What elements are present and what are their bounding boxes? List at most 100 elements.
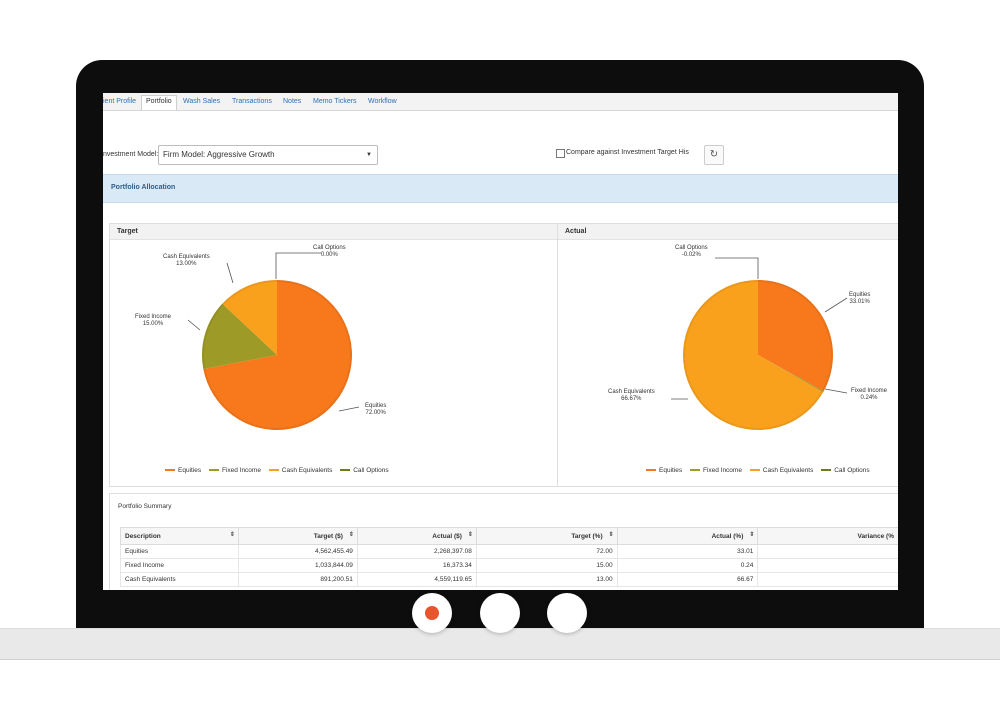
label-name: Cash Equivalents (163, 254, 210, 260)
legend-item[interactable]: Equities (646, 467, 682, 474)
label-name: Equities (365, 403, 387, 409)
actual-panel-header: Actual (558, 224, 898, 240)
target-label-fixed-income: Fixed Income 15.00% (135, 314, 171, 328)
label-value: 0.00% (320, 252, 338, 258)
target-label-call-options: Call Options 0.00% (313, 245, 346, 259)
tab-wash-sales[interactable]: Wash Sales (183, 98, 221, 105)
carousel-dot-3[interactable] (547, 593, 587, 633)
header-label: Variance (% (857, 532, 895, 540)
label-value: 15.00% (142, 321, 164, 327)
table-cell: 891,200.51 (237, 572, 358, 587)
legend-swatch (208, 469, 219, 472)
table-cell (757, 558, 898, 573)
table-row[interactable]: Equities 4,562,455.49 2,268,397.08 72.00… (120, 544, 898, 559)
label-name: Cash Equivalents (608, 389, 655, 395)
legend-item[interactable]: Fixed Income (208, 467, 261, 474)
sort-icon[interactable]: ⇕ (229, 532, 235, 538)
table-cell: 15.00 (475, 558, 618, 573)
target-label-equities: Equities 72.00% (365, 403, 386, 417)
table-row[interactable]: Fixed Income 1,033,844.09 16,373.34 15.0… (120, 558, 898, 573)
chevron-down-icon: ▼ (366, 152, 372, 158)
label-name: Call Options (675, 245, 708, 251)
portfolio-summary: Portfolio Summary Description ⇕ Target ($… (109, 493, 898, 590)
investment-model-label: nvestment Model: (103, 151, 159, 158)
table-cell: 72.00 (475, 544, 618, 559)
table-cell: 1,033,844.09 (237, 558, 358, 573)
sort-icon[interactable]: ⇕ (348, 532, 354, 538)
actual-label-fixed-income: Fixed Income 0.24% (851, 388, 887, 402)
table-cell: Cash Equivalents (120, 572, 239, 587)
legend-item[interactable]: Cash Equivalents (749, 467, 813, 474)
label-name: Equities (849, 292, 871, 298)
legend-label: Cash Equivalents (281, 467, 333, 474)
table-cell: 0.24 (616, 558, 759, 573)
header-label: Actual (%) (711, 532, 744, 540)
tab-memo-tickers[interactable]: Memo Tickers (313, 98, 357, 105)
summary-table: Description ⇕ Target ($) ⇕ Actual ($) ⇕ Tar… (120, 527, 898, 587)
summary-title: Portfolio Summary (118, 503, 172, 510)
legend-item[interactable]: Call Options (821, 467, 870, 474)
legend-label: Call Options (353, 467, 389, 474)
legend-item[interactable]: Fixed Income (689, 467, 742, 474)
actual-panel: Actual (557, 223, 898, 487)
table-row[interactable]: Cash Equivalents 891,200.51 4,559,119.65… (120, 572, 898, 587)
sort-icon[interactable]: ⇕ (608, 532, 614, 538)
sort-icon[interactable]: ⇕ (749, 532, 755, 538)
label-value: 66.67% (621, 396, 642, 402)
label-value: 72.00% (365, 410, 386, 416)
tab-workflow[interactable]: Workflow (368, 98, 397, 105)
section-title: Portfolio Allocation (111, 184, 176, 191)
label-name: Fixed Income (851, 388, 888, 394)
label-value: 0.24% (860, 395, 878, 401)
portfolio-allocation-header[interactable]: Portfolio Allocation (103, 174, 898, 203)
legend-item[interactable]: Equities (165, 467, 201, 474)
active-dot-indicator (425, 606, 439, 620)
investment-model-select[interactable]: Firm Model: Aggressive Growth ▼ (158, 145, 378, 165)
header-label: Description (125, 532, 161, 540)
tab-transactions[interactable]: Transactions (232, 98, 272, 105)
legend-label: Equities (178, 467, 202, 474)
actual-label-cash-equivalents: Cash Equivalents 66.67% (608, 389, 655, 403)
header-label: Target ($) (313, 532, 343, 540)
legend-label: Call Options (834, 467, 870, 474)
carousel-dot-1[interactable] (412, 593, 452, 633)
carousel-dot-2[interactable] (480, 593, 520, 633)
table-cell: 4,559,119.65 (356, 572, 477, 587)
refresh-icon: ↻ (709, 149, 719, 160)
table-cell: Equities (120, 544, 239, 559)
actual-legend: Equities Fixed Income Cash Equivalents C… (646, 467, 876, 474)
column-header[interactable]: Variance (% (757, 527, 898, 545)
column-header[interactable]: Actual ($) ⇕ (356, 527, 477, 545)
table-cell: 16,373.34 (356, 558, 477, 573)
compare-label: Compare against Investment Target His (566, 149, 689, 156)
tab-portfolio[interactable]: Portfolio (141, 95, 177, 110)
header-label: Target (%) (571, 532, 603, 540)
table-cell: 4,562,455.49 (237, 544, 358, 559)
actual-label-call-options: Call Options -0.02% (675, 245, 708, 259)
legend-label: Fixed Income (221, 467, 261, 474)
label-value: -0.02% (681, 252, 701, 258)
header-label: Actual ($) (432, 532, 462, 540)
tab-notes[interactable]: Notes (283, 98, 302, 105)
legend-swatch (821, 469, 832, 472)
tab-client-profile[interactable]: ient Profile (103, 98, 137, 105)
legend-item[interactable]: Call Options (340, 467, 389, 474)
compare-checkbox[interactable] (556, 149, 565, 158)
legend-item[interactable]: Cash Equivalents (268, 467, 333, 474)
target-legend: Equities Fixed Income Cash Equivalents C… (165, 467, 395, 474)
legend-swatch (689, 469, 700, 472)
app-screen: ient Profile Portfolio Wash Sales Transa… (103, 93, 898, 590)
table-cell (757, 544, 898, 559)
column-header[interactable]: Description ⇕ (120, 527, 239, 545)
refresh-button[interactable]: ↻ (704, 145, 724, 165)
column-header[interactable]: Actual (%) ⇕ (616, 527, 759, 545)
table-cell: 13.00 (475, 572, 618, 587)
tab-bar: ient Profile Portfolio Wash Sales Transa… (103, 93, 898, 111)
legend-swatch (165, 469, 175, 472)
table-cell: 66.67 (616, 572, 759, 587)
actual-label-equities: Equities 33.01% (849, 292, 870, 306)
column-header[interactable]: Target (%) ⇕ (475, 527, 618, 545)
sort-icon[interactable]: ⇕ (467, 532, 473, 538)
table-cell (757, 572, 898, 587)
column-header[interactable]: Target ($) ⇕ (237, 527, 358, 545)
